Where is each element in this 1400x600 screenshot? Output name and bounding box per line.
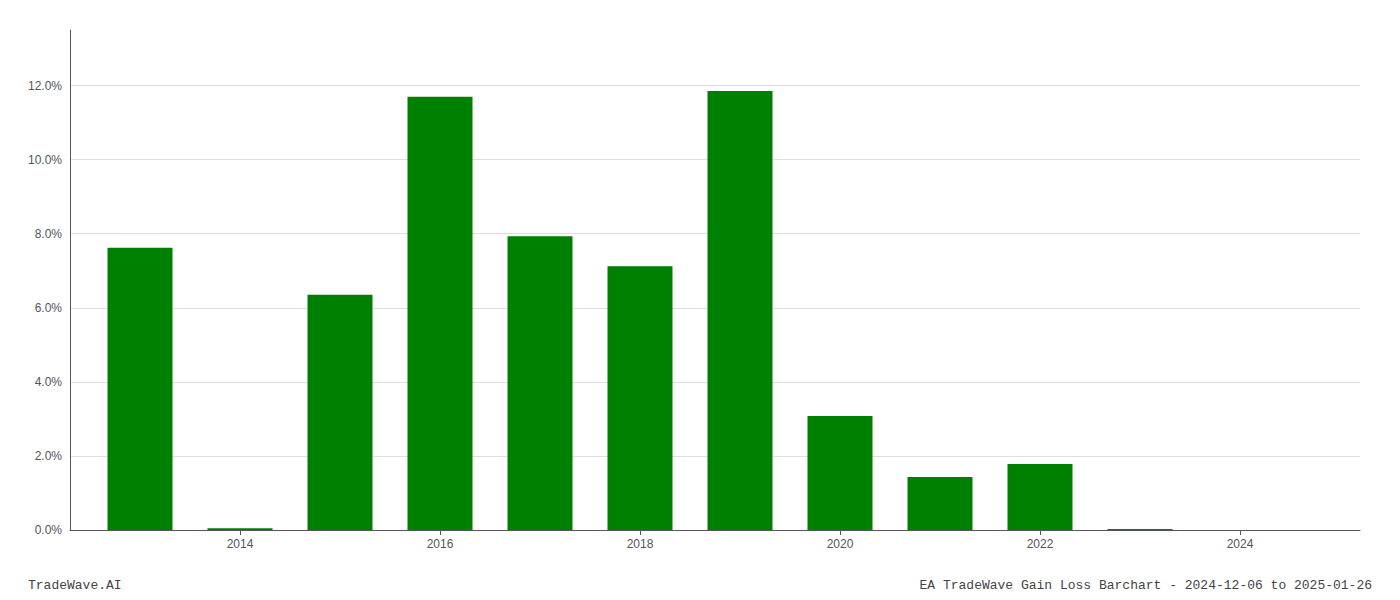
svg-text:EA TradeWave Gain Loss Barchar: EA TradeWave Gain Loss Barchart - 2024-1… xyxy=(920,578,1372,593)
svg-text:6.0%: 6.0% xyxy=(35,301,63,315)
svg-text:12.0%: 12.0% xyxy=(28,79,62,93)
svg-text:0.0%: 0.0% xyxy=(35,523,63,537)
svg-text:2024: 2024 xyxy=(1227,537,1254,551)
svg-text:4.0%: 4.0% xyxy=(35,375,63,389)
svg-text:10.0%: 10.0% xyxy=(28,153,62,167)
svg-text:2014: 2014 xyxy=(227,537,254,551)
svg-text:2018: 2018 xyxy=(627,537,654,551)
svg-text:2016: 2016 xyxy=(427,537,454,551)
svg-text:2.0%: 2.0% xyxy=(35,449,63,463)
svg-text:8.0%: 8.0% xyxy=(35,227,63,241)
svg-text:2020: 2020 xyxy=(827,537,854,551)
svg-text:TradeWave.AI: TradeWave.AI xyxy=(28,578,122,593)
svg-text:2022: 2022 xyxy=(1027,537,1054,551)
